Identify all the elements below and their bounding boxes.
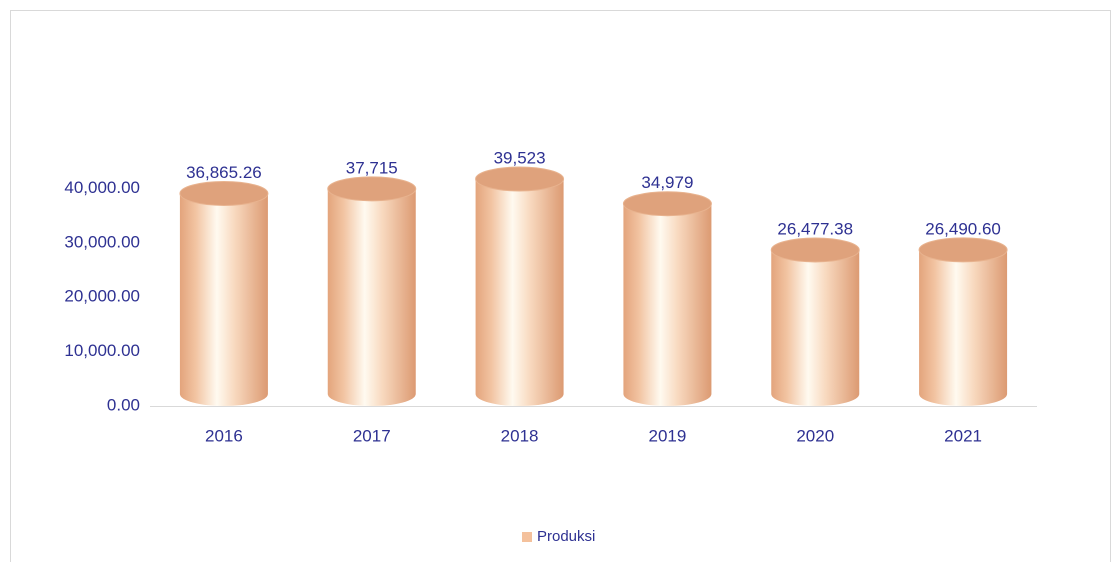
x-tick-label: 2021 (944, 426, 982, 445)
legend-swatch (522, 532, 532, 542)
x-tick-label: 2016 (205, 426, 243, 445)
cylinder-top (475, 166, 565, 192)
cylinder-body (771, 249, 860, 407)
data-label: 37,715 (346, 158, 398, 177)
y-tick-label: 20,000.00 (64, 287, 140, 306)
cylinder-body (623, 203, 712, 407)
y-tick-label: 40,000.00 (64, 178, 140, 197)
x-tick-label: 2017 (353, 426, 391, 445)
x-tick-label: 2019 (649, 426, 687, 445)
y-tick-label: 30,000.00 (64, 232, 140, 251)
cylinder-top (918, 237, 1008, 263)
cylinder-body (179, 193, 268, 406)
cylinder-top (179, 180, 269, 206)
data-label: 26,477.38 (777, 219, 853, 238)
y-tick-label: 10,000.00 (64, 341, 140, 360)
cylinder-body (475, 178, 564, 406)
chart-frame (10, 10, 1111, 562)
legend-label: Produksi (537, 528, 595, 545)
data-label: 36,865.26 (186, 163, 262, 182)
cylinder-body (327, 188, 416, 407)
cylinder-top (622, 191, 712, 217)
cylinder-body (919, 249, 1008, 407)
data-label: 26,490.60 (925, 219, 1001, 238)
y-tick-label: 0.00 (107, 395, 140, 414)
data-label: 34,979 (641, 173, 693, 192)
x-tick-label: 2020 (796, 426, 834, 445)
cylinder-top (327, 176, 417, 202)
x-tick-label: 2018 (501, 426, 539, 445)
cylinder-top (770, 237, 860, 263)
data-label: 39,523 (494, 148, 546, 167)
